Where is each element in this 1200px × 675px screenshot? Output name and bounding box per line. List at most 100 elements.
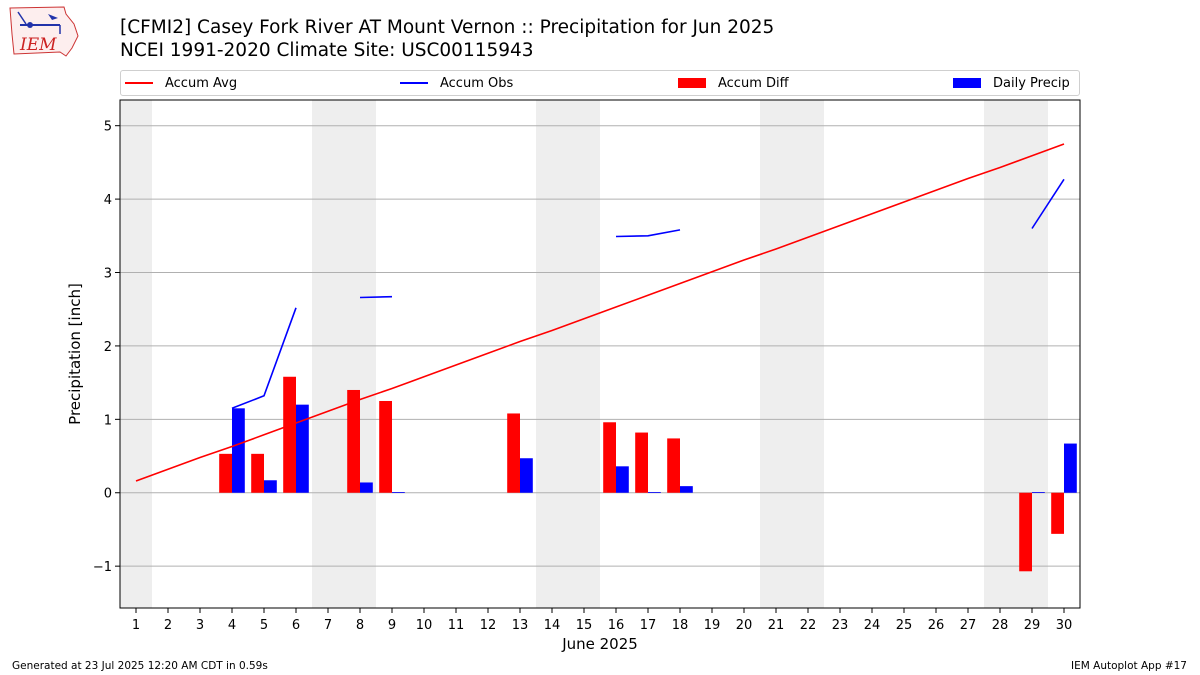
x-tick-label: 20 xyxy=(736,618,753,633)
shade-day-1 xyxy=(120,100,152,608)
legend-item-accum-obs: Accum Obs xyxy=(400,71,513,95)
bar-accum-diff-day-29 xyxy=(1019,492,1032,572)
legend-label-accum-diff: Accum Diff xyxy=(718,75,789,91)
plot-frame xyxy=(119,99,1081,609)
legend-item-accum-diff: Accum Diff xyxy=(678,71,789,95)
x-tick-label: 8 xyxy=(356,618,364,633)
x-tick-label: 30 xyxy=(1056,618,1073,633)
bar-daily-precip-day-29 xyxy=(1032,492,1045,493)
x-axis-label: June 2025 xyxy=(561,635,638,653)
y-tick-label: 4 xyxy=(104,193,112,208)
bar-daily-precip-day-17 xyxy=(648,492,661,493)
bar-accum-diff-day-16 xyxy=(603,422,616,493)
bar-daily-precip-day-30 xyxy=(1064,443,1077,493)
y-tick-label: 5 xyxy=(104,120,112,135)
shade-day-15 xyxy=(568,100,600,608)
bar-accum-diff-day-17 xyxy=(635,432,648,493)
x-tick-label: 25 xyxy=(896,618,913,633)
x-tick-label: 19 xyxy=(704,618,721,633)
x-tick-label: 26 xyxy=(928,618,945,633)
x-tick-label: 2 xyxy=(164,618,172,633)
x-tick-label: 4 xyxy=(228,618,236,633)
footer-app: IEM Autoplot App #17 xyxy=(1071,660,1187,672)
grid-lines xyxy=(120,125,1080,567)
bar-accum-diff-day-9 xyxy=(379,400,392,493)
bar-daily-precip-day-16 xyxy=(616,466,629,493)
x-tick-label: 27 xyxy=(960,618,977,633)
legend-swatch-accum-obs xyxy=(400,82,428,84)
shade-day-7 xyxy=(312,100,344,608)
x-tick-label: 6 xyxy=(292,618,300,633)
x-tick-label: 7 xyxy=(324,618,332,633)
footer-generated: Generated at 23 Jul 2025 12:20 AM CDT in… xyxy=(12,660,268,672)
shade-day-21 xyxy=(760,100,792,608)
x-tick-label: 16 xyxy=(608,618,625,633)
x-tick-label: 24 xyxy=(864,618,881,633)
bars xyxy=(219,376,1077,572)
legend-item-accum-avg: Accum Avg xyxy=(125,71,237,95)
bar-accum-diff-day-6 xyxy=(283,376,296,493)
x-tick-label: 28 xyxy=(992,618,1009,633)
bar-daily-precip-day-5 xyxy=(264,480,277,493)
bar-accum-diff-day-30 xyxy=(1051,492,1064,534)
bar-accum-diff-day-13 xyxy=(507,413,520,493)
x-tick-label: 17 xyxy=(640,618,657,633)
x-tick-label: 12 xyxy=(480,618,497,633)
x-tick-label: 15 xyxy=(576,618,593,633)
legend-item-daily-precip: Daily Precip xyxy=(953,71,1070,95)
y-tick-label: −1 xyxy=(93,560,112,575)
legend-label-daily-precip: Daily Precip xyxy=(993,75,1070,91)
y-axis-label: Precipitation [inch] xyxy=(66,283,84,425)
x-tick-label: 23 xyxy=(832,618,849,633)
line-accum-obs-segment-3 xyxy=(1031,178,1065,229)
bar-accum-diff-day-8 xyxy=(347,389,360,493)
x-tick-label: 11 xyxy=(448,618,465,633)
shade-day-22 xyxy=(792,100,824,608)
x-tick-label: 21 xyxy=(768,618,785,633)
lines xyxy=(135,143,1065,482)
x-tick-label: 3 xyxy=(196,618,204,633)
chart-title: [CFMI2] Casey Fork River AT Mount Vernon… xyxy=(120,17,775,38)
x-tick-label: 5 xyxy=(260,618,268,633)
iem-logo: IEM xyxy=(9,6,79,57)
bar-daily-precip-day-4 xyxy=(232,408,245,493)
bar-daily-precip-day-18 xyxy=(680,486,693,493)
logo-text: IEM xyxy=(19,35,57,55)
legend-label-accum-obs: Accum Obs xyxy=(440,75,514,91)
bar-accum-diff-day-5 xyxy=(251,453,264,493)
chart-subtitle: NCEI 1991-2020 Climate Site: USC00115943 xyxy=(120,40,534,61)
line-accum-obs-segment-0 xyxy=(231,307,297,410)
bar-accum-diff-day-18 xyxy=(667,438,680,493)
x-tick-label: 9 xyxy=(388,618,396,633)
y-tick-label: 0 xyxy=(104,487,112,502)
bar-daily-precip-day-6 xyxy=(296,404,309,493)
x-tick-label: 18 xyxy=(672,618,689,633)
x-tick-label: 14 xyxy=(544,618,561,633)
y-tick-label: 3 xyxy=(104,267,112,282)
line-accum-avg-segment-0 xyxy=(135,143,1065,482)
shade-day-28 xyxy=(984,100,1016,608)
x-tick-label: 13 xyxy=(512,618,529,633)
weekend-shading xyxy=(120,100,1048,608)
y-tick-label: 2 xyxy=(104,340,112,355)
legend-label-accum-avg: Accum Avg xyxy=(165,75,238,91)
legend-swatch-accum-avg xyxy=(125,82,153,84)
shade-day-14 xyxy=(536,100,568,608)
line-accum-obs-segment-2 xyxy=(615,229,681,238)
legend-swatch-accum-diff xyxy=(678,78,706,88)
legend-swatch-daily-precip xyxy=(953,78,981,88)
bar-accum-diff-day-4 xyxy=(219,453,232,493)
bar-daily-precip-day-9 xyxy=(392,492,405,493)
x-tick-label: 1 xyxy=(132,618,140,633)
x-tick-label: 22 xyxy=(800,618,817,633)
legend: Accum Avg Accum Obs Accum Diff Daily Pre… xyxy=(120,70,1080,96)
bar-daily-precip-day-8 xyxy=(360,482,373,493)
line-accum-obs-segment-1 xyxy=(359,295,393,299)
y-tick-label: 1 xyxy=(104,413,112,428)
x-tick-label: 10 xyxy=(416,618,433,633)
bar-daily-precip-day-13 xyxy=(520,458,533,493)
x-tick-label: 29 xyxy=(1024,618,1041,633)
shade-day-8 xyxy=(344,100,376,608)
